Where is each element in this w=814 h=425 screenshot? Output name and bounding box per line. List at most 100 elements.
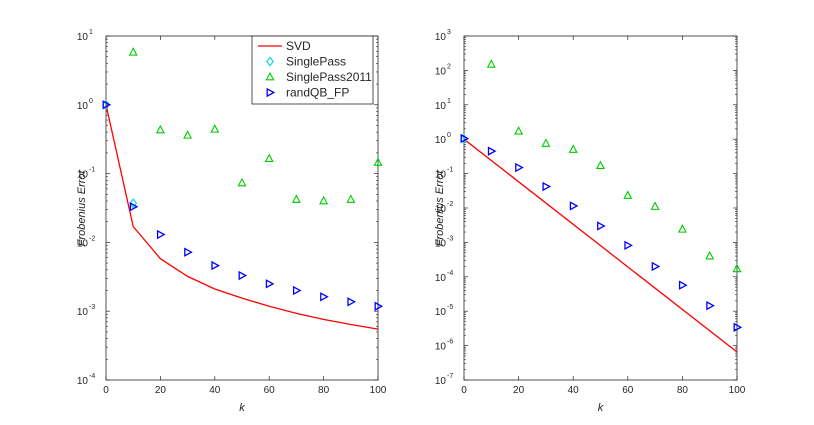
SinglePass2011-point bbox=[183, 130, 193, 139]
series-SVD bbox=[463, 138, 738, 353]
y-tick-label: 10 bbox=[435, 135, 447, 146]
randQB_FP-point bbox=[542, 181, 552, 192]
axes-box bbox=[105, 35, 379, 381]
legend-label: randQB_FP bbox=[286, 86, 349, 100]
SinglePass2011-point bbox=[595, 160, 606, 170]
y-tick-label: 10 bbox=[77, 101, 89, 112]
x-tick-label: 20 bbox=[155, 385, 167, 396]
x-tick-label: 40 bbox=[209, 385, 221, 396]
legend-item: randQB_FP bbox=[266, 86, 349, 100]
y-tick-label: 10 bbox=[435, 238, 447, 249]
y-tick-base: 10 bbox=[77, 238, 89, 249]
SVD-line bbox=[463, 138, 738, 353]
y-tick-base: 10 bbox=[77, 307, 89, 318]
y-tick-label: 10 bbox=[435, 32, 447, 43]
y-tick-label: 10 bbox=[435, 66, 447, 77]
legend-item: SVD bbox=[258, 39, 311, 53]
randQB_FP-point bbox=[184, 247, 193, 257]
x-axis-title: k bbox=[598, 402, 604, 414]
y-tick-exponent: -3 bbox=[89, 304, 95, 311]
SinglePass2011-point bbox=[705, 250, 715, 260]
y-tick-exponent: 3 bbox=[447, 29, 451, 36]
y-tick-exponent: -2 bbox=[447, 201, 453, 208]
y-tick-exponent: 1 bbox=[447, 98, 451, 105]
y-tick-base: 10 bbox=[435, 66, 447, 77]
SinglePass-point bbox=[129, 198, 138, 209]
y-tick-exponent: -2 bbox=[89, 235, 95, 242]
y-tick-label: 10 bbox=[435, 204, 447, 215]
axes-box bbox=[463, 35, 738, 381]
y-tick-label: 10 bbox=[435, 342, 447, 353]
y-tick-base: 10 bbox=[77, 101, 89, 112]
x-tick-label: 60 bbox=[264, 385, 276, 396]
y-tick-label: 10 bbox=[435, 170, 447, 181]
y-tick-exponent: 0 bbox=[447, 132, 451, 139]
randQB_FP-point bbox=[651, 261, 661, 272]
legend-label: SVD bbox=[286, 39, 311, 53]
legend-label: SinglePass2011 bbox=[286, 70, 372, 84]
x-tick-label: 100 bbox=[729, 385, 746, 396]
SinglePass2011-point bbox=[155, 124, 165, 134]
SinglePass2011-point bbox=[237, 177, 247, 187]
series-SVD bbox=[105, 104, 379, 330]
randQB_FP-point bbox=[129, 202, 139, 212]
randQB_FP-point bbox=[460, 133, 470, 144]
legend-label: SinglePass bbox=[286, 55, 346, 69]
legend-marker-swatch bbox=[266, 56, 274, 67]
y-tick-base: 10 bbox=[77, 32, 89, 43]
SinglePass2011-point bbox=[568, 144, 578, 153]
randQB_FP-point bbox=[515, 162, 524, 173]
y-tick-base: 10 bbox=[435, 273, 447, 284]
x-tick-label: 100 bbox=[370, 385, 387, 396]
y-tick-base: 10 bbox=[435, 170, 447, 181]
SinglePass2011-point bbox=[373, 157, 383, 166]
y-tick-base: 10 bbox=[435, 101, 447, 112]
x-axis-title: k bbox=[239, 402, 245, 414]
randQB_FP-point bbox=[678, 280, 688, 290]
randQB_FP-point bbox=[624, 240, 633, 251]
series-randQB_FP bbox=[102, 100, 384, 311]
randQB_FP-point bbox=[102, 100, 112, 110]
SinglePass2011-point bbox=[319, 195, 329, 205]
y-tick-base: 10 bbox=[435, 135, 447, 146]
randQB_FP-point bbox=[211, 260, 220, 271]
y-tick-exponent: -3 bbox=[447, 235, 453, 242]
y-tick-base: 10 bbox=[435, 32, 447, 43]
SinglePass2011-point bbox=[650, 201, 660, 210]
SinglePass2011-point bbox=[514, 126, 524, 135]
randQB_FP-point bbox=[320, 292, 329, 302]
x-tick-label: 40 bbox=[568, 385, 580, 396]
y-tick-label: 10 bbox=[77, 238, 89, 249]
y-tick-exponent: 0 bbox=[89, 98, 93, 105]
x-tick-label: 0 bbox=[461, 385, 467, 396]
y-tick-exponent: -6 bbox=[447, 339, 453, 346]
x-tick-label: 80 bbox=[677, 385, 689, 396]
randQB_FP-point bbox=[569, 201, 579, 211]
SinglePass2011-point bbox=[291, 194, 301, 203]
randQB_FP-point bbox=[265, 279, 275, 289]
y-tick-exponent: -1 bbox=[89, 167, 95, 174]
y-tick-label: 10 bbox=[435, 307, 447, 318]
SinglePass2011-point bbox=[210, 124, 220, 133]
series-randQB_FP bbox=[460, 133, 743, 333]
x-tick-label: 60 bbox=[622, 385, 634, 396]
SinglePass2011-point bbox=[732, 263, 742, 273]
series-SinglePass2011 bbox=[128, 47, 383, 205]
y-tick-label: 10 bbox=[435, 101, 447, 112]
chart-1: 10 -410 -310 -210 -110 010 10 20 40 60 80 100kFrobe… bbox=[76, 29, 387, 414]
series-SinglePass2011 bbox=[486, 59, 742, 273]
y-tick-exponent: 2 bbox=[447, 63, 451, 70]
randQB_FP-point bbox=[597, 221, 606, 231]
y-axis-title: Frobenius Error bbox=[76, 168, 88, 246]
randQB_FP-point bbox=[706, 300, 715, 311]
plot-area bbox=[464, 36, 737, 380]
SinglePass2011-point bbox=[677, 224, 687, 233]
y-tick-base: 10 bbox=[77, 170, 89, 181]
randQB_FP-point bbox=[292, 285, 302, 296]
y-tick-label: 10 bbox=[77, 170, 89, 181]
randQB_FP-point bbox=[487, 146, 497, 156]
SinglePass2011-point bbox=[623, 190, 633, 199]
